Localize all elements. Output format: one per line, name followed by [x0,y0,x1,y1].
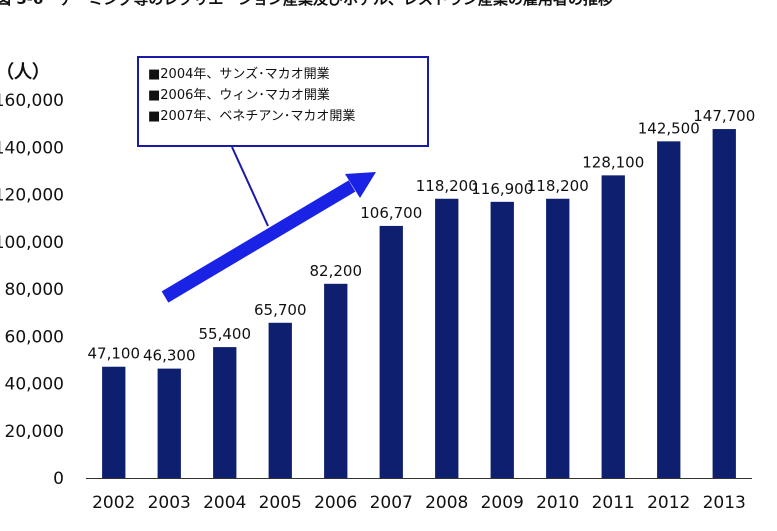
y-tick-label: 160,000 [0,91,64,111]
y-tick-label: 20,000 [5,422,64,442]
data-label-2004: 55,400 [199,325,252,343]
y-tick-label: 80,000 [5,280,64,300]
data-label-2003: 46,300 [143,347,196,365]
bar-2010 [546,198,570,478]
x-tick-label: 2011 [592,493,635,513]
x-tick-label: 2010 [536,493,579,513]
data-label-2002: 47,100 [88,345,141,363]
data-label-2013: 147,700 [693,107,755,125]
bar-2003 [157,368,181,478]
y-tick-label: 60,000 [5,327,64,347]
y-tick-label: 120,000 [0,186,64,206]
bar-2011 [601,175,625,478]
x-tick-label: 2006 [314,493,357,513]
y-tick-label: 100,000 [0,233,64,253]
bar-2002 [102,366,126,478]
annotation-box: ■2004年、サンズ･マカオ開業 ■2006年、ウィン･マカオ開業 ■2007年… [137,56,429,147]
annotation-line-3: ■2007年、ベネチアン･マカオ開業 [148,108,355,124]
bar-2012 [657,141,681,478]
trend-arrow [161,172,376,303]
bar-2013 [712,129,736,478]
annotation-line-2: ■2006年、ウィン･マカオ開業 [148,87,330,103]
data-label-2005: 65,700 [254,301,307,319]
data-label-2007: 106,700 [360,204,422,222]
x-tick-label: 2002 [92,493,135,513]
x-tick-label: 2013 [703,493,746,513]
bar-2005 [268,322,292,478]
bar-2009 [490,201,514,479]
bar-2007 [379,225,403,478]
bar-2004 [213,347,237,478]
x-tick-label: 2003 [148,493,191,513]
bar-2006 [324,283,348,478]
data-label-2011: 128,100 [582,153,644,171]
y-tick-label: 140,000 [0,138,64,158]
y-tick-label: 40,000 [5,375,64,395]
x-axis-ticks: 2002 2003 2004 2005 2006 2007 2008 2009 2010 2011… [92,493,746,513]
y-unit-label: （人） [0,62,50,83]
y-tick-label: 0 [53,469,64,489]
x-tick-label: 2005 [259,493,302,513]
data-label-2006: 82,200 [310,262,363,280]
x-tick-label: 2009 [481,493,524,513]
bar-2008 [435,198,459,478]
data-label-2009: 116,900 [471,180,533,198]
bars-group [102,129,736,479]
x-tick-label: 2008 [425,493,468,513]
data-label-2012: 142,500 [638,119,700,137]
y-axis-ticks: 0 20,000 40,000 60,000 80,000 100,000 120,000 1… [0,91,64,489]
chart-title: 図 5-6 ゲーミング等のレクリエーション産業及びホテル、レストラン産業の雇用者… [0,0,613,8]
annotation-line-1: ■2004年、サンズ･マカオ開業 [148,66,330,82]
annotation-pointer-line [231,146,269,227]
data-label-2008: 118,200 [416,177,478,195]
data-label-2010: 118,200 [527,177,589,195]
x-tick-label: 2007 [370,493,413,513]
x-tick-label: 2004 [203,493,246,513]
x-tick-label: 2012 [647,493,690,513]
